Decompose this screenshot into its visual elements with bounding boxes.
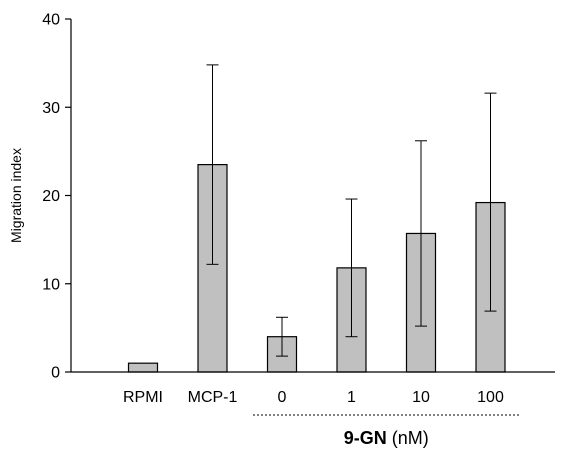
y-tick-label: 40 <box>42 12 60 29</box>
error-bars-layer <box>206 64 497 357</box>
y-axis-label: Migration index <box>8 148 24 243</box>
x-tick-labels: RPMI MCP-1 0 1 10 100 <box>123 389 504 406</box>
y-tick-label: 20 <box>42 188 60 205</box>
y-tick-label: 10 <box>42 276 60 293</box>
x-tick-label: 0 <box>278 389 287 406</box>
bars-layer <box>127 164 506 373</box>
x-tick-label: 100 <box>477 389 504 406</box>
x-tick-label: 10 <box>412 389 430 406</box>
group-label-bold: 9-GN <box>344 428 387 448</box>
x-tick-label: 1 <box>347 389 356 406</box>
x-tick-label: MCP-1 <box>188 389 238 406</box>
y-ticks: 0 10 20 30 40 <box>42 12 71 382</box>
group-label: 9-GN (nM) <box>344 428 429 448</box>
y-tick-label: 0 <box>51 365 60 382</box>
group-label-unit: (nM) <box>387 428 429 448</box>
y-tick-label: 30 <box>42 100 60 117</box>
bar <box>127 362 159 373</box>
x-tick-label: RPMI <box>123 389 163 406</box>
